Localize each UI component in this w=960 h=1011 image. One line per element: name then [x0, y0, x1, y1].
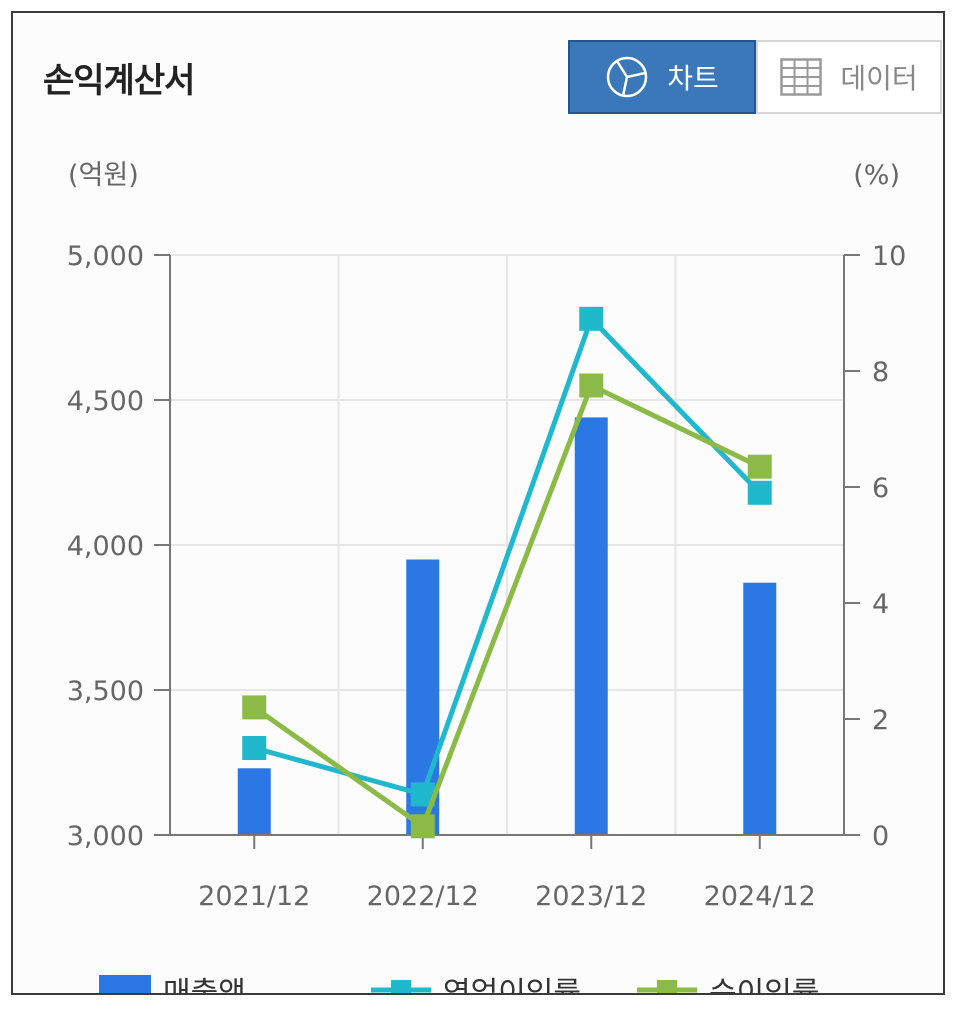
left-tick-label: 5,000 — [67, 241, 144, 272]
chart-view-label: 차트 — [667, 62, 719, 95]
legend-item-revenue[interactable]: 매출액 — [99, 968, 246, 995]
data-view-button[interactable]: 데이터 — [756, 40, 942, 114]
right-tick-label: 8 — [872, 357, 889, 388]
pie-chart-icon — [605, 55, 649, 99]
table-grid-icon — [780, 58, 823, 96]
chart-legend: 매출액 영업이익률 순이익률 — [13, 968, 943, 995]
legend-item-net-margin[interactable]: 순이익률 — [635, 968, 820, 995]
right-tick-label: 6 — [872, 473, 889, 504]
legend-label: 순이익률 — [709, 976, 820, 995]
legend-swatch-bar — [99, 975, 151, 993]
right-tick-label: 10 — [872, 241, 906, 272]
legend-label: 매출액 — [163, 976, 246, 995]
net-margin-point — [410, 814, 435, 839]
left-tick-label: 4,500 — [67, 386, 144, 417]
x-tick-label: 2021/12 — [198, 881, 310, 912]
left-tick-label: 3,500 — [67, 676, 144, 707]
net-margin-line — [252, 383, 761, 829]
view-toggle: 차트 데이터 — [568, 40, 942, 114]
panel-title: 손익계산서 — [43, 61, 195, 101]
right-tick-label: 4 — [872, 589, 889, 620]
net-margin-point — [242, 695, 267, 720]
operating-margin-point — [242, 736, 267, 760]
chart-view-button[interactable]: 차트 — [568, 40, 756, 114]
right-tick-label: 0 — [872, 821, 889, 852]
x-tick-label: 2022/12 — [367, 881, 479, 912]
operating-margin-point — [579, 306, 604, 331]
income-statement-panel: 손익계산서 차트 — [11, 11, 945, 995]
right-tick-label: 2 — [872, 705, 889, 736]
x-tick-label: 2024/12 — [704, 881, 816, 912]
legend-swatch-line — [637, 980, 697, 993]
income-chart: (억원) (%) 3,000 3,500 4,000 4,500 5,000 0 2 4 6 8 1… — [67, 160, 907, 912]
revenue-bar — [743, 582, 777, 835]
legend-item-operating-margin[interactable]: 영업이익률 — [369, 968, 581, 995]
left-axis-unit: (억원) — [68, 160, 139, 191]
x-tick-label: 2023/12 — [535, 881, 647, 912]
left-tick-label: 4,000 — [67, 531, 144, 562]
net-margin-point — [579, 373, 604, 398]
legend-label: 영업이익률 — [443, 976, 581, 995]
operating-margin-line — [253, 316, 762, 797]
net-margin-point — [747, 454, 772, 479]
right-axis-unit: (%) — [853, 160, 900, 191]
revenue-bar — [574, 417, 608, 835]
legend-swatch-line — [371, 980, 431, 993]
data-view-label: 데이터 — [840, 62, 918, 95]
operating-margin-point — [747, 480, 772, 505]
revenue-bar — [237, 768, 271, 835]
left-tick-label: 3,000 — [67, 821, 144, 852]
